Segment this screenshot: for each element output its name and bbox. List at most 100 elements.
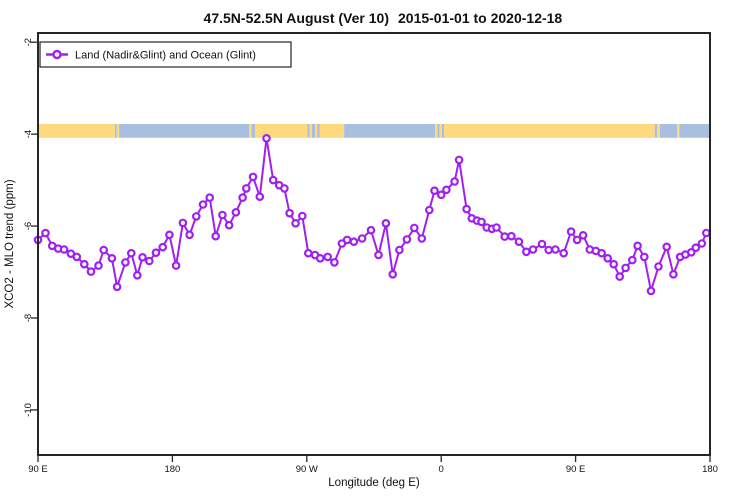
data-point <box>133 270 142 280</box>
x-axis-title: Longitude (deg E) <box>328 477 420 489</box>
chart-title-dates: 2015-01-01 to 2020-12-18 <box>398 10 562 26</box>
data-point <box>285 208 294 218</box>
data-point <box>388 269 398 279</box>
band-segment-land <box>319 124 345 138</box>
data-point <box>603 253 613 263</box>
band-segment-land <box>249 124 252 138</box>
band-segment-land <box>116 124 120 138</box>
data-point <box>178 218 188 228</box>
data-point <box>430 186 439 196</box>
data-point <box>417 234 427 243</box>
band-segment-ocean <box>312 124 316 138</box>
data-point <box>544 245 554 255</box>
y-tick-label: -10 <box>23 403 34 417</box>
data-point <box>578 231 588 240</box>
data-point <box>165 230 174 240</box>
data-point <box>537 239 547 249</box>
x-tick-label: 180 <box>702 464 718 475</box>
data-point <box>528 245 538 254</box>
data-point <box>248 172 258 182</box>
plot-frame <box>37 32 711 456</box>
data-point <box>192 212 201 221</box>
axis-ticks: 90 E 180 90 W 0 90 E 180 -2 -4 -6 -8 -10 <box>23 38 718 475</box>
data-point <box>280 184 289 193</box>
data-point <box>330 258 339 267</box>
data-point <box>99 245 109 255</box>
data-point <box>303 248 313 258</box>
data-point <box>639 252 649 262</box>
data-point <box>662 242 672 252</box>
data-point <box>323 252 333 262</box>
data-point <box>291 219 300 228</box>
data-point <box>238 193 247 202</box>
data-point <box>424 205 434 215</box>
data-series <box>33 134 711 296</box>
band-segment-land <box>315 124 318 138</box>
data-point <box>145 256 154 266</box>
data-point <box>402 235 412 244</box>
x-tick-label: 90 W <box>296 464 318 475</box>
y-tick-label: -2 <box>23 38 34 46</box>
band-segment-land <box>435 124 438 138</box>
data-point <box>500 232 510 241</box>
chart-title-range: 47.5N-52.5N August (Ver 10) <box>204 10 389 26</box>
data-point <box>572 235 582 245</box>
band-segment-ocean <box>344 124 436 138</box>
x-tick-label: 180 <box>164 464 180 475</box>
data-point <box>615 272 625 281</box>
data-point <box>395 245 404 255</box>
band-segment-ocean <box>437 124 440 138</box>
data-point <box>654 262 663 271</box>
y-tick-label: -4 <box>23 130 34 138</box>
land-ocean-band <box>38 124 710 138</box>
data-point <box>462 204 471 214</box>
data-point <box>138 252 147 262</box>
data-point <box>566 227 576 236</box>
band-segment-land <box>255 124 308 138</box>
data-point <box>80 259 89 269</box>
data-point <box>633 241 642 251</box>
data-point <box>342 235 352 245</box>
data-point <box>171 261 181 270</box>
data-point <box>597 248 607 258</box>
data-point <box>205 193 215 202</box>
legend-label: Land (Nadir&Glint) and Ocean (Glint) <box>75 50 256 62</box>
data-point <box>72 252 82 262</box>
data-point <box>381 219 391 228</box>
legend-marker-icon <box>52 49 62 60</box>
data-point <box>224 220 234 230</box>
data-point <box>185 230 194 240</box>
data-point <box>59 245 69 254</box>
band-segment-land <box>38 124 115 138</box>
data-point <box>492 223 501 232</box>
data-point <box>436 190 446 200</box>
data-point <box>521 247 531 257</box>
data-point <box>701 228 711 238</box>
y-tick-label: -6 <box>23 222 34 230</box>
data-point <box>366 225 376 235</box>
band-segment-land <box>309 124 313 138</box>
data-point <box>86 267 96 276</box>
data-point <box>627 255 637 265</box>
band-segment-ocean <box>119 124 250 138</box>
data-point <box>514 237 524 247</box>
data-point <box>41 228 50 238</box>
trend-line <box>37 137 708 292</box>
data-point <box>231 208 241 217</box>
x-tick-label: 0 <box>439 464 444 475</box>
band-segment-land <box>677 124 680 138</box>
data-point <box>507 231 516 241</box>
band-segment-ocean <box>251 124 256 138</box>
data-point <box>454 155 464 165</box>
data-point <box>450 177 459 186</box>
data-point <box>442 185 451 195</box>
data-point <box>211 231 221 241</box>
data-point <box>349 237 359 247</box>
data-point <box>621 263 630 273</box>
data-point <box>255 192 265 202</box>
y-tick-label: -8 <box>23 314 34 322</box>
data-point <box>158 242 168 252</box>
legend-box <box>39 41 292 68</box>
data-point <box>669 269 678 279</box>
data-point <box>609 259 619 269</box>
